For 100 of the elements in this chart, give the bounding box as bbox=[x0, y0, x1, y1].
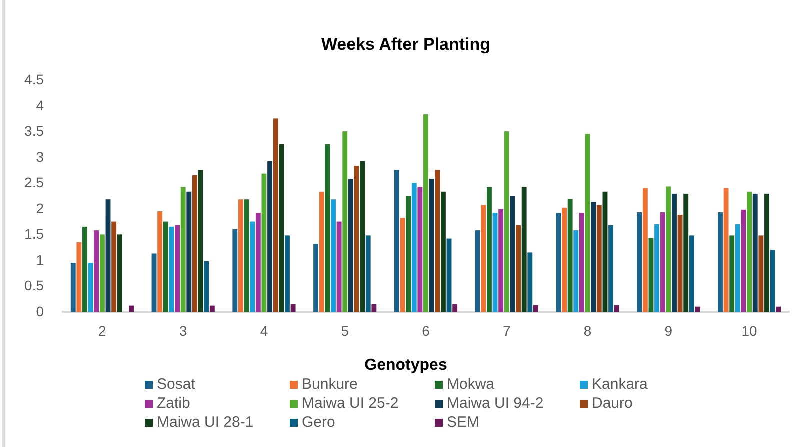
bar bbox=[418, 187, 423, 312]
bar bbox=[516, 225, 521, 312]
bar bbox=[198, 170, 204, 312]
bar bbox=[666, 186, 672, 312]
bar bbox=[452, 304, 458, 312]
bar bbox=[446, 238, 452, 312]
bar bbox=[158, 211, 163, 312]
bar bbox=[556, 213, 562, 312]
bar bbox=[273, 118, 278, 312]
bar bbox=[250, 222, 256, 312]
bar bbox=[608, 225, 614, 312]
legend-label: SEM bbox=[447, 414, 480, 431]
bar bbox=[186, 192, 192, 312]
y-tick-label: 1 bbox=[36, 252, 44, 268]
bar bbox=[429, 178, 434, 312]
bar bbox=[204, 261, 210, 312]
bar bbox=[169, 226, 174, 312]
bar bbox=[394, 170, 400, 312]
y-tick-label: 1.5 bbox=[24, 226, 44, 242]
bar bbox=[735, 224, 740, 312]
x-tick-label: 9 bbox=[664, 322, 673, 339]
bar bbox=[522, 187, 527, 312]
y-tick-label: 3 bbox=[36, 148, 44, 165]
bar bbox=[244, 200, 250, 312]
x-axis-title: Genotypes bbox=[364, 357, 448, 374]
bar bbox=[741, 210, 746, 312]
bar bbox=[492, 213, 498, 312]
bar bbox=[596, 205, 602, 312]
bar bbox=[642, 188, 648, 312]
bar bbox=[752, 194, 758, 312]
bar bbox=[112, 222, 117, 312]
bar bbox=[314, 244, 319, 312]
bar bbox=[336, 222, 342, 312]
bar bbox=[510, 196, 516, 312]
bar bbox=[342, 132, 348, 312]
bar bbox=[192, 175, 198, 312]
bar bbox=[366, 236, 371, 312]
bar bbox=[660, 212, 666, 312]
bar bbox=[724, 188, 729, 312]
bar bbox=[180, 187, 186, 312]
y-tick-label: 2.5 bbox=[24, 174, 44, 191]
bar bbox=[747, 192, 752, 312]
bar bbox=[82, 226, 88, 312]
legend-label: Maiwa UI 28-1 bbox=[157, 414, 254, 431]
bar bbox=[175, 225, 180, 312]
bar bbox=[360, 161, 366, 312]
chart-title: Weeks After Planting bbox=[321, 35, 491, 54]
x-tick-label: 4 bbox=[260, 322, 268, 339]
legend-label: Dauro bbox=[592, 395, 633, 412]
legend-label: Sosat bbox=[157, 376, 196, 393]
bar bbox=[562, 208, 567, 312]
bar bbox=[574, 230, 579, 312]
y-tick-label: 4 bbox=[36, 97, 44, 114]
bar bbox=[614, 305, 620, 312]
bar bbox=[648, 238, 654, 312]
bar bbox=[152, 254, 157, 312]
bar bbox=[238, 200, 244, 312]
bar bbox=[689, 236, 694, 312]
bar bbox=[764, 194, 770, 312]
bar bbox=[406, 196, 412, 312]
bar bbox=[106, 200, 111, 312]
bar bbox=[481, 205, 486, 312]
bar bbox=[279, 144, 284, 312]
bar bbox=[285, 236, 290, 312]
bar bbox=[440, 192, 446, 312]
legend-label: Mokwa bbox=[447, 376, 496, 393]
y-tick-label: 4.5 bbox=[24, 71, 44, 88]
bar bbox=[290, 304, 296, 312]
bar bbox=[232, 230, 238, 312]
x-tick-label: 6 bbox=[422, 322, 430, 339]
bar bbox=[718, 212, 723, 312]
bar bbox=[319, 192, 324, 312]
bar bbox=[372, 304, 377, 312]
bar bbox=[412, 183, 417, 312]
legend-label: Zatib bbox=[157, 395, 190, 412]
bar bbox=[498, 209, 504, 312]
bar bbox=[504, 132, 510, 312]
y-tick-label: 0.5 bbox=[24, 278, 44, 294]
bar bbox=[354, 166, 360, 312]
bar bbox=[579, 213, 584, 312]
y-tick-label: 0 bbox=[36, 303, 44, 320]
bar bbox=[256, 213, 261, 312]
bar bbox=[331, 200, 336, 312]
bar bbox=[758, 236, 764, 312]
legend-label: Maiwa UI 25-2 bbox=[302, 395, 399, 412]
bar bbox=[94, 230, 100, 312]
bar bbox=[528, 252, 533, 312]
x-tick-label: 2 bbox=[98, 322, 107, 339]
bar bbox=[400, 218, 406, 312]
bar bbox=[268, 161, 273, 312]
x-tick-label: 7 bbox=[502, 322, 511, 339]
bar bbox=[348, 178, 354, 312]
bar bbox=[76, 242, 82, 312]
bar bbox=[637, 212, 642, 312]
bar bbox=[486, 187, 492, 312]
y-tick-label: 2 bbox=[36, 200, 44, 216]
bar bbox=[654, 224, 660, 312]
bar bbox=[435, 170, 440, 312]
bar bbox=[325, 144, 330, 312]
bar bbox=[210, 306, 215, 312]
